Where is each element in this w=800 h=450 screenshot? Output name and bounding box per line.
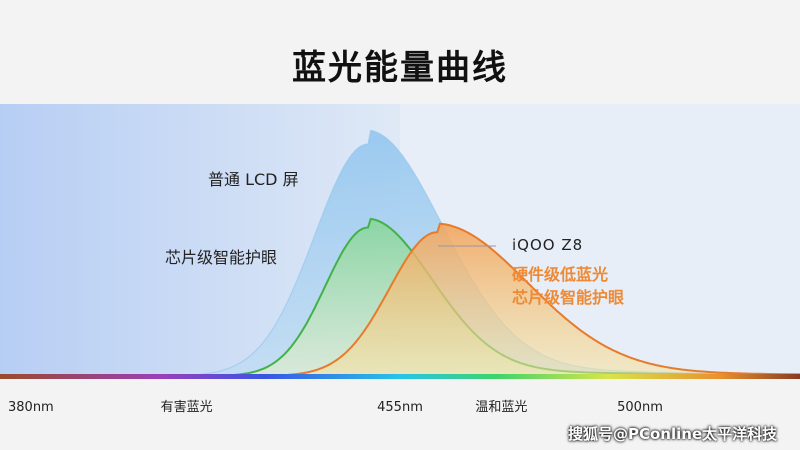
spectrum-bar [0, 374, 800, 379]
chart-title: 蓝光能量曲线 [292, 48, 508, 88]
region-label-0: 有害蓝光 [161, 399, 213, 415]
iqoo-curve-area [0, 223, 800, 376]
iqoo-feature-2: 芯片级智能护眼 [512, 288, 625, 307]
lcd-curve-label: 普通 LCD 屏 [208, 170, 299, 189]
x-tick-500: 500nm [617, 400, 663, 415]
watermark: 搜狐号@PConline太平洋科技 [568, 425, 778, 443]
region-label-1: 温和蓝光 [475, 400, 527, 415]
x-tick-455: 455nm [377, 400, 423, 415]
chip-curve-label: 芯片级智能护眼 [165, 248, 278, 267]
x-tick-380: 380nm [8, 400, 54, 415]
iqoo-feature-1: 硬件级低蓝光 [512, 265, 609, 284]
iqoo-brand-label: iQOO Z8 [512, 236, 584, 254]
